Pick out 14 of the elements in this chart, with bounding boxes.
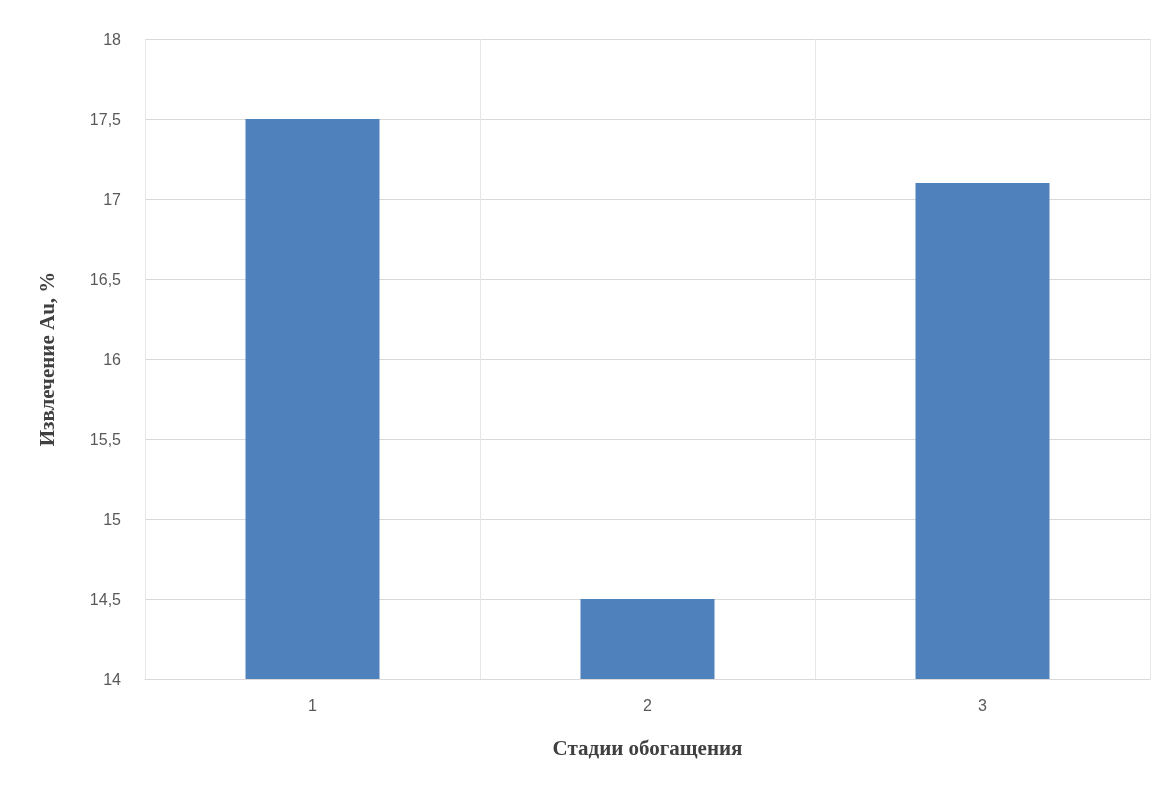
y-tick-label: 17,5 [89,110,122,128]
y-tick-label: 15 [103,510,122,528]
y-tick-label: 14 [103,670,122,688]
y-tick-label: 18 [103,30,122,48]
x-axis-title: Стадии обогащения [552,735,743,760]
y-tick-label: 16 [103,350,122,368]
y-axis-title: Извлечение Au, % [34,271,59,447]
x-tick-label: 1 [308,696,318,714]
x-tick-label: 2 [643,696,653,714]
y-tick-label: 17 [103,190,122,208]
x-tick-label: 3 [978,696,988,714]
y-tick-label: 15,5 [89,430,122,448]
y-tick-label: 16,5 [89,270,122,288]
y-tick-label: 14,5 [89,590,122,608]
